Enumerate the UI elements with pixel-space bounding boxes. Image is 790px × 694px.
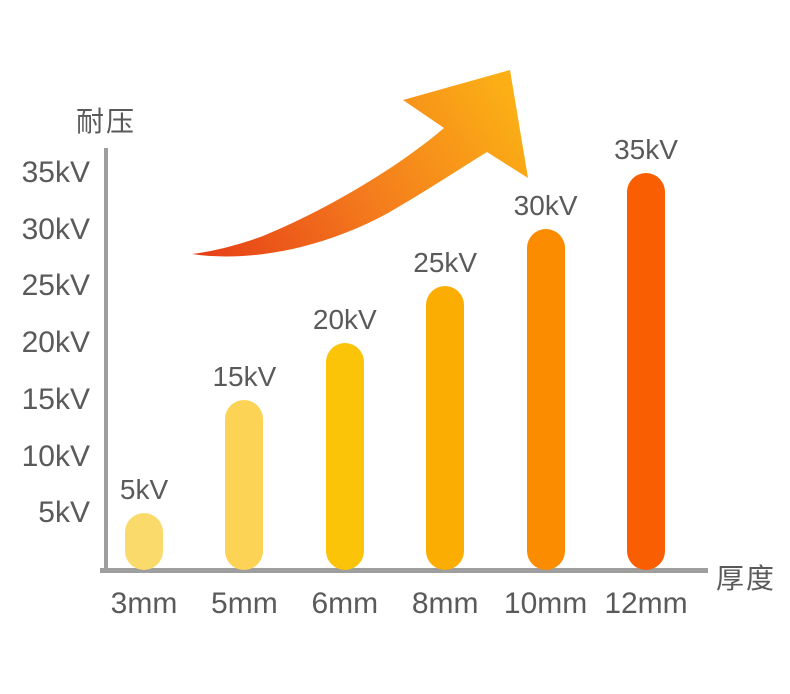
x-tick-label: 8mm (411, 587, 479, 620)
x-tick-label: 5mm (211, 587, 278, 620)
bar-value-label: 25kV (413, 247, 478, 278)
x-tick-label: 6mm (311, 587, 379, 620)
bar-value-label: 30kV (513, 190, 578, 221)
x-tick-label: 10mm (503, 587, 588, 620)
bar-5mm (225, 400, 264, 570)
x-tick-label: 3mm (110, 587, 178, 620)
y-axis-line (104, 148, 108, 572)
bar-value-label: 35kV (614, 134, 678, 165)
y-tick-label: 35kV (21, 156, 90, 189)
y-tick-label: 15kV (21, 383, 90, 416)
bar-6mm (325, 343, 364, 570)
y-tick-label: 20kV (21, 326, 90, 359)
x-axis-title: 厚度 (716, 563, 777, 594)
y-axis-title: 耐压 (76, 106, 137, 137)
bar-value-label: 20kV (312, 304, 377, 335)
bar-value-label: 5kV (119, 474, 169, 505)
bar-value-label: 15kV (212, 361, 277, 392)
y-tick-label: 25kV (21, 269, 90, 302)
bar-3mm (125, 513, 163, 570)
bar-10mm (526, 229, 565, 570)
y-tick-label: 30kV (21, 213, 90, 246)
growth-arrow-path (192, 70, 528, 257)
x-axis-line (100, 568, 708, 573)
x-tick-label: 12mm (604, 587, 688, 620)
bar-12mm (627, 173, 665, 570)
y-tick-label: 10kV (21, 440, 90, 473)
bar-8mm (426, 286, 465, 570)
y-tick-label: 5kV (38, 496, 90, 529)
